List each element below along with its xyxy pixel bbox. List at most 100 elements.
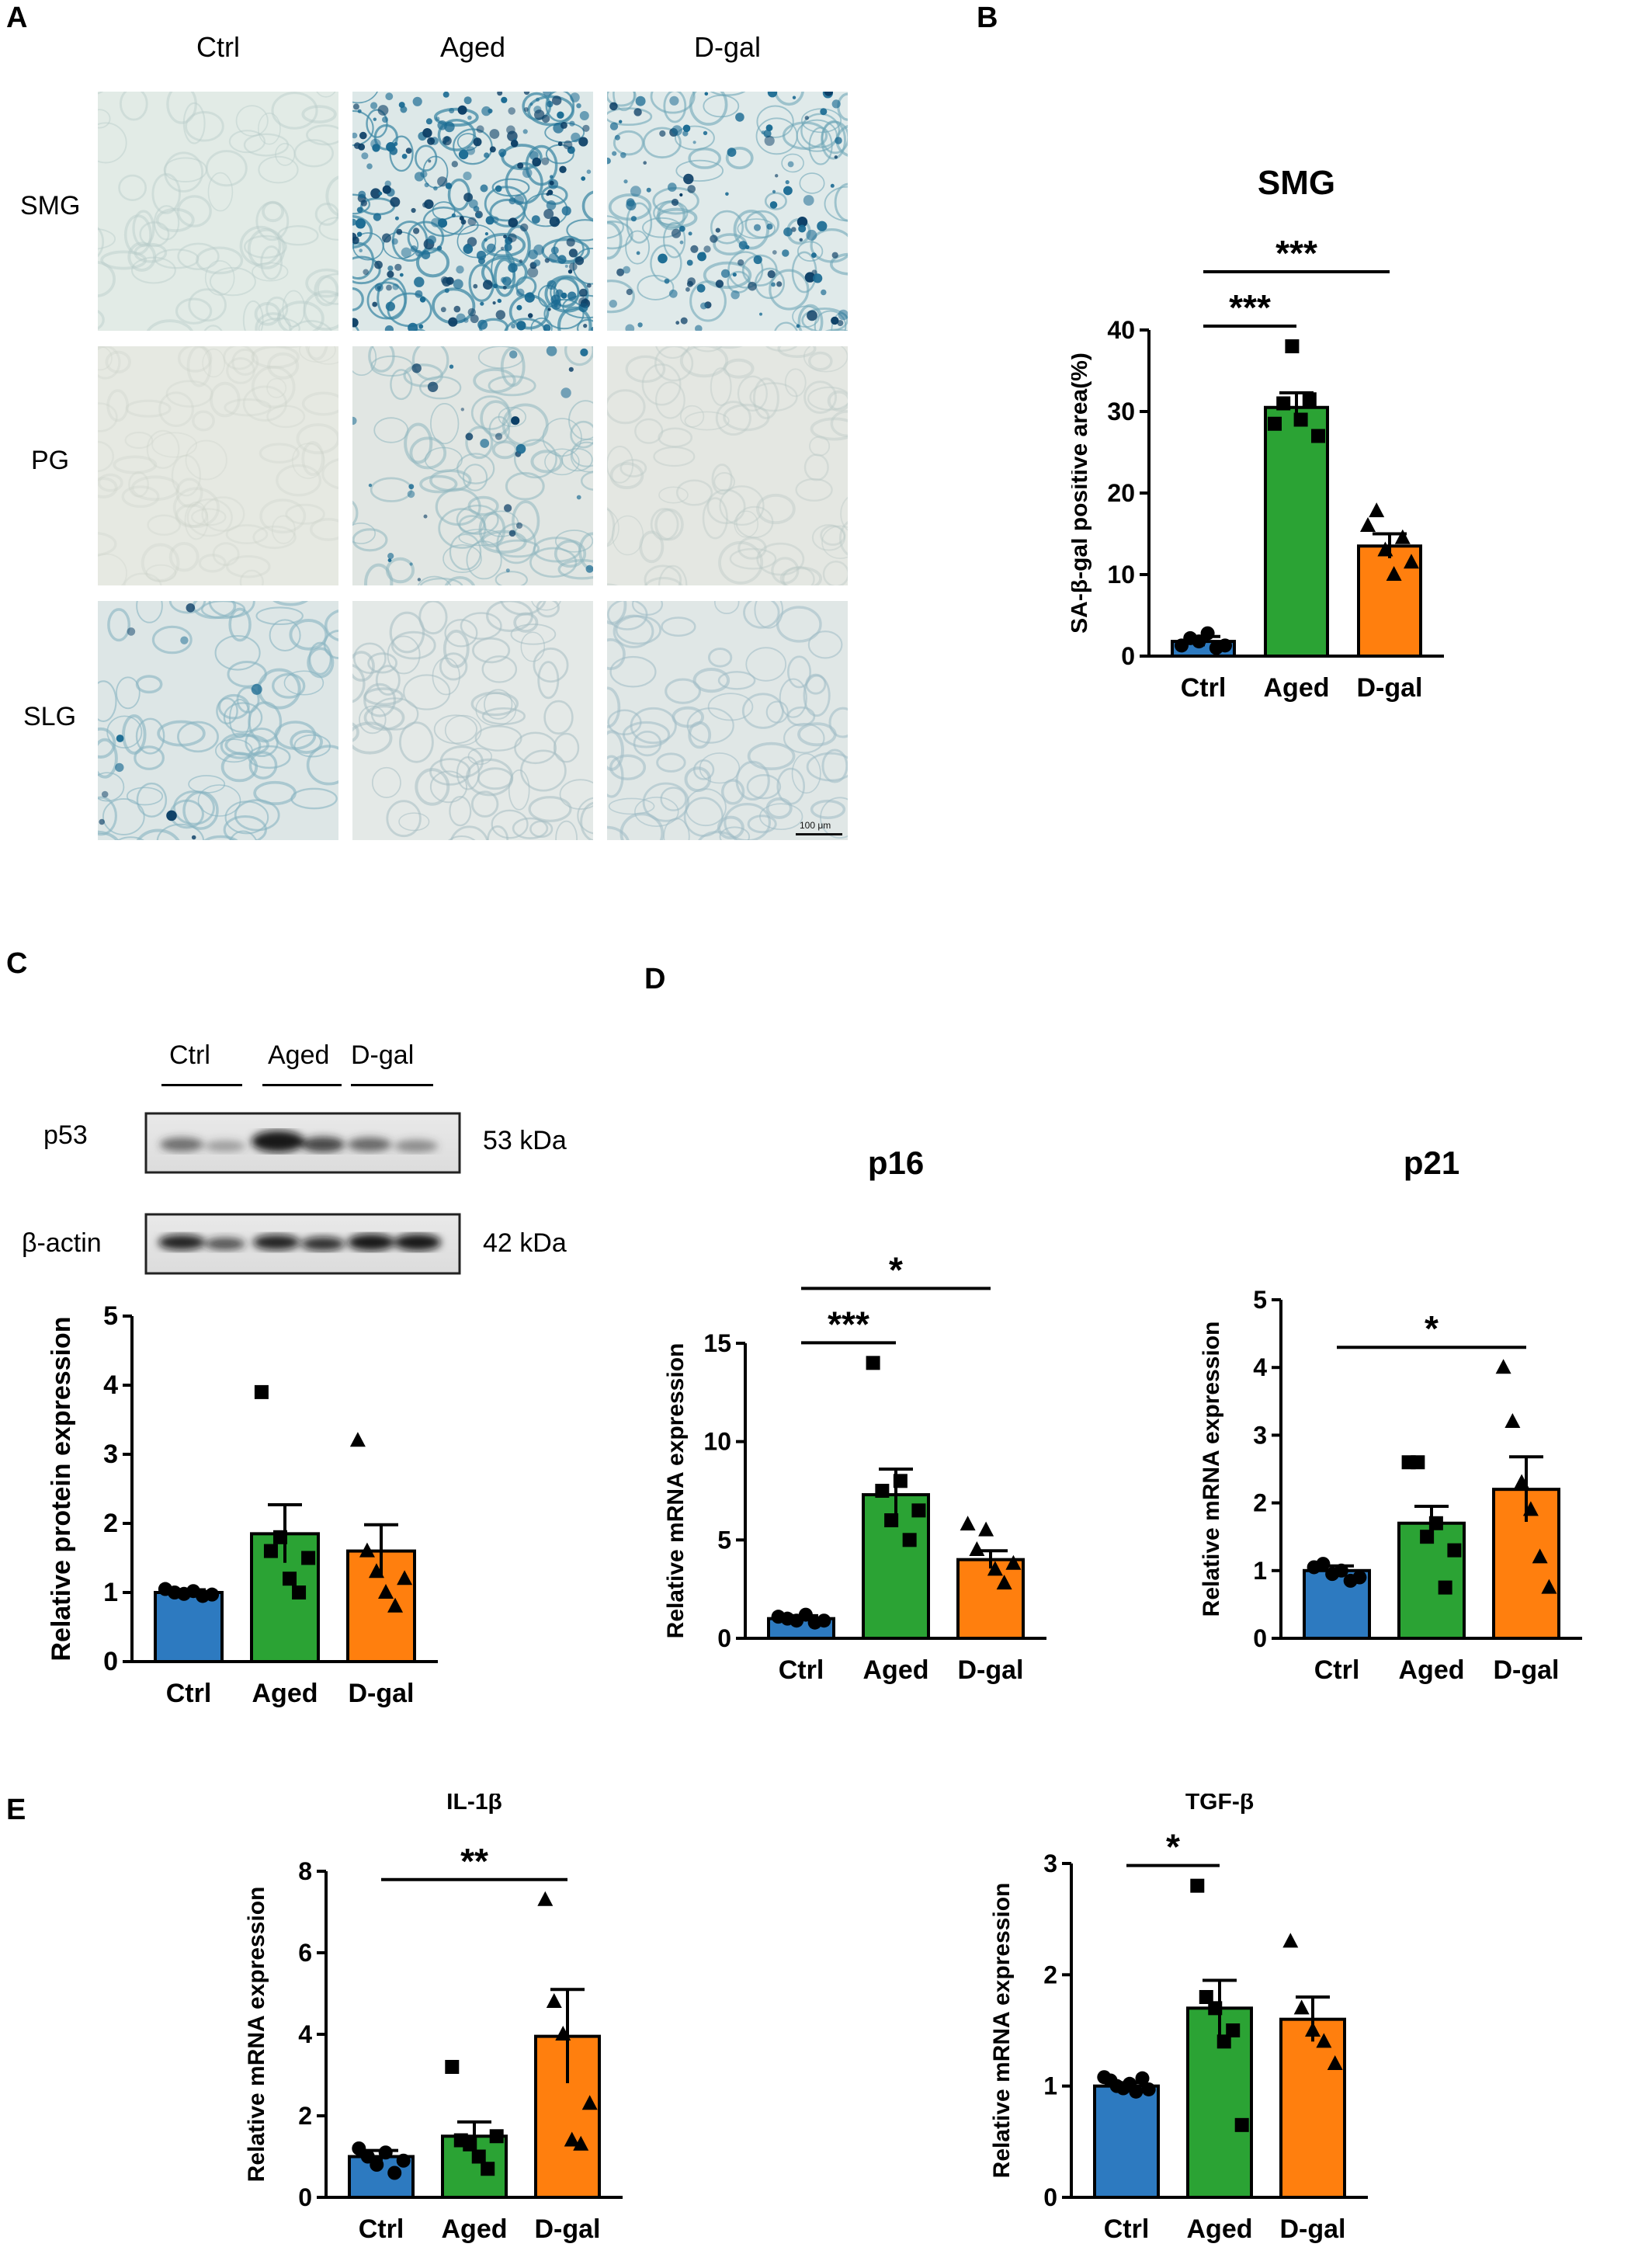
y-tick-label: 0 xyxy=(1253,1624,1267,1652)
y-axis-label: Relative protein expression xyxy=(47,1316,76,1661)
data-point xyxy=(996,1575,1012,1590)
micro-col-ctrl: Ctrl xyxy=(196,31,240,63)
data-point xyxy=(960,1516,976,1531)
x-tick-label: D-gal xyxy=(1357,673,1423,703)
y-tick-label: 3 xyxy=(1043,1849,1057,1877)
x-tick-label: Ctrl xyxy=(1181,673,1227,703)
micrograph-smg-d-gal xyxy=(607,92,848,331)
data-point xyxy=(1394,529,1411,544)
y-tick-label: 0 xyxy=(717,1624,731,1652)
chart-smg-sa-beta-gal: SMG 0 10 20 30 40 SA-β-gal positive area(%) Ctr… xyxy=(1071,164,1444,703)
data-point xyxy=(1532,1548,1548,1564)
data-point xyxy=(352,2141,366,2155)
y-tick-label: 10 xyxy=(1107,561,1135,589)
y-axis-label: Relative mRNA expression xyxy=(989,1883,1015,2179)
data-point xyxy=(555,2026,571,2041)
x-tick-label: Ctrl xyxy=(166,1679,212,1708)
blot-band-actin-size: 42 kDa xyxy=(483,1228,567,1258)
data-point xyxy=(1199,1990,1213,2004)
data-point xyxy=(1234,2117,1249,2132)
x-tick-label: D-gal xyxy=(958,1655,1024,1685)
data-point xyxy=(272,1530,287,1544)
y-tick-label: 6 xyxy=(298,1939,312,1967)
blot-band-actin-label: β-actin xyxy=(22,1228,102,1258)
data-point xyxy=(1268,416,1282,431)
data-point xyxy=(1129,2084,1144,2099)
data-point xyxy=(396,2153,411,2168)
data-point xyxy=(1360,517,1376,532)
y-tick-label: 2 xyxy=(1253,1489,1267,1517)
significance-label: * xyxy=(889,1249,903,1290)
y-tick-label: 5 xyxy=(103,1301,118,1331)
data-point xyxy=(1216,2034,1231,2049)
chart-title: TGF-β xyxy=(1185,1794,1254,1815)
data-point xyxy=(378,1584,394,1599)
chart-il1b-mrna: IL-1β 0 2 4 6 8 Relative mRNA expression Ctrl Ag… xyxy=(244,1794,623,2244)
data-point xyxy=(1411,1455,1425,1470)
data-point xyxy=(1334,1563,1348,1578)
x-tick-label: D-gal xyxy=(535,2214,601,2244)
data-point xyxy=(283,1572,297,1586)
panel-letter-c: C xyxy=(6,947,28,980)
y-tick-label: 20 xyxy=(1107,479,1135,507)
y-tick-label: 5 xyxy=(717,1526,731,1554)
chart-title: p21 xyxy=(1404,1144,1459,1181)
y-tick-label: 40 xyxy=(1107,316,1135,344)
data-point xyxy=(1282,1933,1299,1948)
data-point xyxy=(1377,541,1393,557)
bar-ctrl xyxy=(154,1591,224,1663)
significance-label: ** xyxy=(460,1841,488,1881)
data-point xyxy=(1495,1359,1511,1374)
y-tick-label: 3 xyxy=(103,1440,118,1469)
micrograph-pg-ctrl xyxy=(98,346,338,585)
y-tick-label: 10 xyxy=(703,1428,731,1456)
data-point xyxy=(1541,1579,1557,1594)
significance-label: *** xyxy=(1229,287,1271,328)
data-point xyxy=(1428,1516,1443,1530)
data-point xyxy=(254,1384,269,1399)
y-tick-label: 2 xyxy=(1043,1961,1057,1988)
y-tick-label: 0 xyxy=(298,2183,312,2211)
data-point xyxy=(1438,1580,1452,1595)
data-point xyxy=(573,2135,589,2151)
data-point xyxy=(1327,2055,1343,2070)
blot-band-p53-size: 53 kDa xyxy=(483,1126,567,1155)
significance-label: * xyxy=(1425,1308,1439,1349)
data-point xyxy=(205,1587,220,1602)
y-axis-label: Relative mRNA expression xyxy=(244,1887,269,2183)
data-point xyxy=(1369,502,1385,518)
chart-p16-mrna: p16 0 5 10 15 Relative mRNA expression Ctrl Age… xyxy=(663,1144,1046,1685)
blot-group-dgal: D-gal xyxy=(351,1040,415,1070)
micrograph-slg-ctrl xyxy=(98,601,338,840)
data-point xyxy=(1404,554,1419,569)
data-point xyxy=(378,2145,393,2160)
y-tick-label: 2 xyxy=(103,1509,118,1538)
y-tick-label: 1 xyxy=(103,1578,118,1607)
y-tick-label: 3 xyxy=(1253,1421,1267,1449)
data-point xyxy=(387,1597,404,1613)
y-tick-label: 4 xyxy=(298,2020,312,2048)
micrograph-slg-d-gal xyxy=(607,601,848,840)
data-point xyxy=(471,2149,486,2164)
x-tick-label: Ctrl xyxy=(1314,1655,1360,1685)
chart-title: p16 xyxy=(868,1144,924,1181)
x-tick-label: D-gal xyxy=(1280,2214,1346,2244)
micrograph-slg-aged xyxy=(352,601,593,840)
blot-group-aged: Aged xyxy=(268,1040,330,1070)
chart-title: SMG xyxy=(1258,164,1335,202)
x-tick-label: D-gal xyxy=(349,1679,415,1708)
data-point xyxy=(978,1521,994,1537)
data-point xyxy=(1514,1474,1530,1489)
data-point xyxy=(1504,1412,1521,1428)
data-point xyxy=(368,1563,384,1579)
blot-underline-ctrl xyxy=(161,1084,242,1086)
y-tick-label: 30 xyxy=(1107,398,1135,425)
x-tick-label: Aged xyxy=(1264,673,1330,703)
micrograph-smg-ctrl xyxy=(98,92,338,331)
data-point xyxy=(1420,1530,1435,1544)
data-point xyxy=(1190,1878,1205,1893)
data-point xyxy=(893,1474,908,1488)
data-point xyxy=(546,1993,562,2008)
x-tick-label: Aged xyxy=(1187,2214,1253,2244)
data-point xyxy=(969,1541,985,1556)
